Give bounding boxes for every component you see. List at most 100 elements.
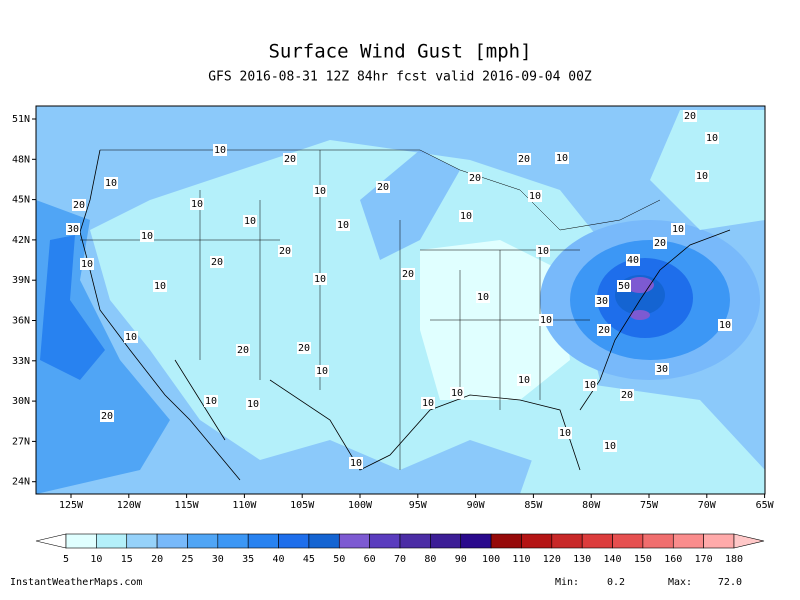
contour-label: 30 (67, 224, 79, 235)
contour-label: 10 (337, 220, 349, 231)
colorbar-label: 35 (242, 554, 254, 565)
colorbar-box (551, 533, 583, 549)
lon-label: 80W (582, 500, 601, 511)
contour-label-bg (140, 230, 154, 242)
contour-label-bg (243, 215, 257, 227)
contour-label: 10 (451, 388, 463, 399)
contour-label-bg (278, 245, 292, 257)
contour-label: 10 (247, 399, 259, 410)
colorbar-box (460, 533, 492, 549)
contour-label-bg (124, 331, 138, 343)
colorbar-arrow (35, 533, 67, 549)
contour-label: 10 (460, 211, 472, 222)
contour-label: 10 (141, 231, 153, 242)
site-name: InstantWeatherMaps.com (10, 577, 142, 588)
lon-label: 115W (175, 500, 200, 511)
contour-label: 10 (719, 320, 731, 331)
colorbar-label: 170 (695, 554, 713, 565)
contour-label-bg (468, 172, 482, 184)
contour-label-bg (517, 153, 531, 165)
colorbar-box (490, 533, 522, 549)
contour-label-bg (421, 397, 435, 409)
colorbar-box (612, 533, 644, 549)
colorbar-box (338, 533, 370, 549)
contour-label-bg (555, 152, 569, 164)
contour-label: 10 (422, 398, 434, 409)
contour-label-bg (626, 254, 640, 266)
contour-label-bg (210, 256, 224, 268)
colorbar-box (156, 533, 188, 549)
colorbar-box (217, 533, 249, 549)
colorbar-box (126, 533, 158, 549)
contour-label-bg (236, 344, 250, 356)
contour-label-bg (80, 258, 94, 270)
contour-label-bg (620, 389, 634, 401)
contour-label: 20 (101, 411, 113, 422)
contour-label-bg (718, 319, 732, 331)
max-value: 72.0 (718, 577, 742, 588)
map-field (36, 106, 765, 494)
contour-label-bg (336, 219, 350, 231)
contour-label-bg (476, 291, 490, 303)
colorbar-box (430, 533, 462, 549)
contour-label-bg (190, 198, 204, 210)
colorbar-box (369, 533, 401, 549)
contour-label: 20 (598, 325, 610, 336)
contour-label: 10 (672, 224, 684, 235)
lon-label: 125W (59, 500, 84, 511)
contour-label-bg (450, 387, 464, 399)
contour-label-bg (313, 273, 327, 285)
lon-label: 85W (524, 500, 543, 511)
lat-label: 24N (12, 477, 30, 488)
lat-label: 30N (12, 396, 30, 407)
contour-label: 10 (350, 458, 362, 469)
contour-label: 10 (205, 396, 217, 407)
contour-label-bg (671, 223, 685, 235)
contour-label: 20 (377, 182, 389, 193)
contour-label: 10 (696, 171, 708, 182)
lat-label: 42N (12, 235, 30, 246)
lon-label: 90W (467, 500, 486, 511)
contour-label-bg (315, 365, 329, 377)
contour-label-bg (655, 363, 669, 375)
contour-label: 20 (654, 238, 666, 249)
contour-label: 20 (621, 390, 633, 401)
contour-label: 10 (314, 274, 326, 285)
contour-label: 30 (656, 364, 668, 375)
colorbar-label: 110 (512, 554, 530, 565)
lat-label: 48N (12, 154, 30, 165)
colorbar-label: 5 (63, 554, 69, 565)
contour-label-bg (695, 170, 709, 182)
contour-label: 20 (518, 154, 530, 165)
lon-label: 105W (290, 500, 315, 511)
contour-label-bg (539, 314, 553, 326)
contour-label: 10 (559, 428, 571, 439)
contour-label: 10 (316, 366, 328, 377)
contour-label: 10 (105, 178, 117, 189)
map-frame (35, 105, 766, 495)
colorbar-label: 10 (90, 554, 102, 565)
contour-label-bg (297, 342, 311, 354)
colorbar-label: 70 (394, 554, 406, 565)
contour-label-bg (517, 374, 531, 386)
colorbar-box (187, 533, 219, 549)
lat-label: 36N (12, 316, 30, 327)
contour-label: 50 (618, 281, 630, 292)
colorbar-label: 25 (181, 554, 193, 565)
contour-label-bg (401, 268, 415, 280)
lon-label: 95W (409, 500, 428, 511)
contour-label: 10 (584, 380, 596, 391)
contour-label: 40 (627, 255, 639, 266)
contour-label: 20 (684, 111, 696, 122)
colorbar-box (247, 533, 279, 549)
lat-label: 27N (12, 436, 30, 447)
contour-label-bg (246, 398, 260, 410)
contour-label-bg (653, 237, 667, 249)
contour-label-bg (558, 427, 572, 439)
colorbar-label: 180 (725, 554, 743, 565)
colorbar-arrow (733, 533, 765, 549)
colorbar-box (65, 533, 97, 549)
lon-label: 65W (756, 500, 775, 511)
colorbar-box (581, 533, 613, 549)
contour-label: 20 (402, 269, 414, 280)
